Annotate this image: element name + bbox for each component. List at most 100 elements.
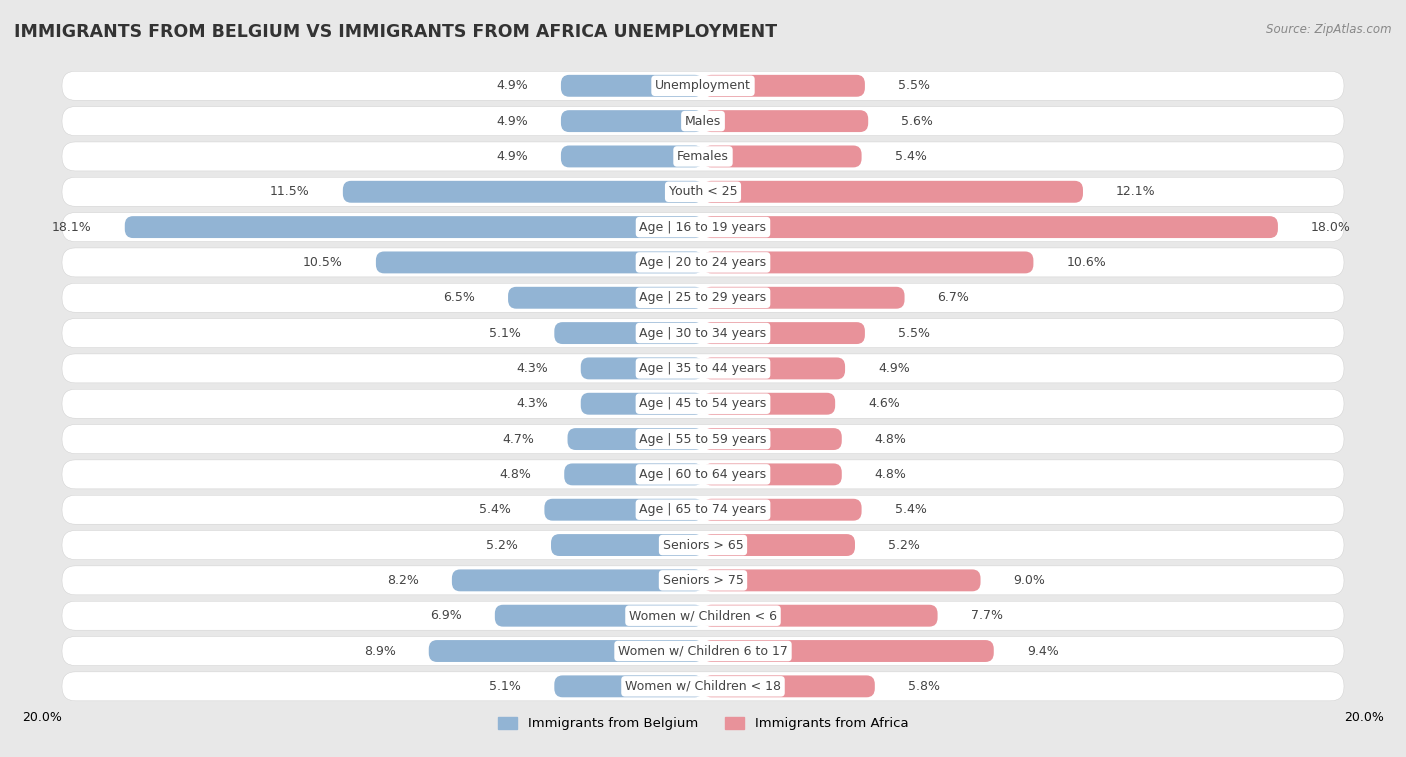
Text: 8.2%: 8.2% <box>387 574 419 587</box>
Text: Age | 30 to 34 years: Age | 30 to 34 years <box>640 326 766 340</box>
Text: IMMIGRANTS FROM BELGIUM VS IMMIGRANTS FROM AFRICA UNEMPLOYMENT: IMMIGRANTS FROM BELGIUM VS IMMIGRANTS FR… <box>14 23 778 41</box>
FancyBboxPatch shape <box>343 181 703 203</box>
Text: 5.2%: 5.2% <box>889 538 920 552</box>
FancyBboxPatch shape <box>703 181 1083 203</box>
Text: Women w/ Children 6 to 17: Women w/ Children 6 to 17 <box>619 644 787 658</box>
Text: 12.1%: 12.1% <box>1116 185 1156 198</box>
FancyBboxPatch shape <box>62 531 1344 559</box>
FancyBboxPatch shape <box>62 248 1344 277</box>
Text: Women w/ Children < 6: Women w/ Children < 6 <box>628 609 778 622</box>
Text: 18.1%: 18.1% <box>52 220 91 234</box>
Text: Seniors > 75: Seniors > 75 <box>662 574 744 587</box>
FancyBboxPatch shape <box>508 287 703 309</box>
FancyBboxPatch shape <box>703 217 1278 238</box>
FancyBboxPatch shape <box>62 637 1344 665</box>
Text: 5.4%: 5.4% <box>894 503 927 516</box>
Text: 4.3%: 4.3% <box>516 362 548 375</box>
Text: 4.8%: 4.8% <box>875 432 907 446</box>
Text: 11.5%: 11.5% <box>270 185 309 198</box>
Text: 5.5%: 5.5% <box>898 79 929 92</box>
Text: 4.9%: 4.9% <box>496 150 527 163</box>
Text: 10.5%: 10.5% <box>302 256 343 269</box>
FancyBboxPatch shape <box>554 322 703 344</box>
FancyBboxPatch shape <box>703 111 868 132</box>
FancyBboxPatch shape <box>551 534 703 556</box>
Text: 5.6%: 5.6% <box>901 114 934 128</box>
FancyBboxPatch shape <box>62 71 1344 100</box>
Text: 4.8%: 4.8% <box>875 468 907 481</box>
FancyBboxPatch shape <box>62 672 1344 701</box>
FancyBboxPatch shape <box>703 534 855 556</box>
Text: 4.9%: 4.9% <box>879 362 910 375</box>
FancyBboxPatch shape <box>495 605 703 627</box>
Text: Youth < 25: Youth < 25 <box>669 185 737 198</box>
FancyBboxPatch shape <box>703 357 845 379</box>
Text: 4.7%: 4.7% <box>502 432 534 446</box>
FancyBboxPatch shape <box>703 75 865 97</box>
Text: Females: Females <box>678 150 728 163</box>
Text: Age | 55 to 59 years: Age | 55 to 59 years <box>640 432 766 446</box>
FancyBboxPatch shape <box>561 75 703 97</box>
Text: Age | 16 to 19 years: Age | 16 to 19 years <box>640 220 766 234</box>
Text: Age | 65 to 74 years: Age | 65 to 74 years <box>640 503 766 516</box>
Text: Age | 25 to 29 years: Age | 25 to 29 years <box>640 291 766 304</box>
Text: 5.5%: 5.5% <box>898 326 929 340</box>
Text: 6.9%: 6.9% <box>430 609 461 622</box>
FancyBboxPatch shape <box>62 213 1344 241</box>
FancyBboxPatch shape <box>544 499 703 521</box>
Text: 8.9%: 8.9% <box>364 644 395 658</box>
Text: Women w/ Children < 18: Women w/ Children < 18 <box>626 680 780 693</box>
Text: 6.5%: 6.5% <box>443 291 475 304</box>
FancyBboxPatch shape <box>62 177 1344 206</box>
FancyBboxPatch shape <box>554 675 703 697</box>
FancyBboxPatch shape <box>561 145 703 167</box>
FancyBboxPatch shape <box>703 393 835 415</box>
FancyBboxPatch shape <box>703 569 980 591</box>
FancyBboxPatch shape <box>703 463 842 485</box>
FancyBboxPatch shape <box>703 145 862 167</box>
FancyBboxPatch shape <box>581 357 703 379</box>
Text: 18.0%: 18.0% <box>1310 220 1351 234</box>
FancyBboxPatch shape <box>564 463 703 485</box>
Text: 5.1%: 5.1% <box>489 680 522 693</box>
FancyBboxPatch shape <box>125 217 703 238</box>
Text: Unemployment: Unemployment <box>655 79 751 92</box>
FancyBboxPatch shape <box>703 499 862 521</box>
FancyBboxPatch shape <box>62 319 1344 347</box>
Text: 4.3%: 4.3% <box>516 397 548 410</box>
FancyBboxPatch shape <box>62 354 1344 383</box>
FancyBboxPatch shape <box>375 251 703 273</box>
FancyBboxPatch shape <box>581 393 703 415</box>
FancyBboxPatch shape <box>62 142 1344 171</box>
FancyBboxPatch shape <box>703 605 938 627</box>
FancyBboxPatch shape <box>568 428 703 450</box>
Text: 5.2%: 5.2% <box>486 538 517 552</box>
Text: 5.4%: 5.4% <box>894 150 927 163</box>
FancyBboxPatch shape <box>703 287 904 309</box>
FancyBboxPatch shape <box>561 111 703 132</box>
Text: 10.6%: 10.6% <box>1066 256 1107 269</box>
Text: 9.0%: 9.0% <box>1014 574 1046 587</box>
Text: 4.9%: 4.9% <box>496 79 527 92</box>
FancyBboxPatch shape <box>62 389 1344 418</box>
FancyBboxPatch shape <box>62 460 1344 489</box>
FancyBboxPatch shape <box>62 601 1344 630</box>
Text: 4.6%: 4.6% <box>868 397 900 410</box>
Text: Males: Males <box>685 114 721 128</box>
Text: Source: ZipAtlas.com: Source: ZipAtlas.com <box>1267 23 1392 36</box>
FancyBboxPatch shape <box>703 675 875 697</box>
Text: 7.7%: 7.7% <box>970 609 1002 622</box>
FancyBboxPatch shape <box>62 495 1344 524</box>
FancyBboxPatch shape <box>62 107 1344 136</box>
FancyBboxPatch shape <box>703 640 994 662</box>
FancyBboxPatch shape <box>62 425 1344 453</box>
FancyBboxPatch shape <box>703 251 1033 273</box>
FancyBboxPatch shape <box>451 569 703 591</box>
Text: 6.7%: 6.7% <box>938 291 970 304</box>
Text: Age | 20 to 24 years: Age | 20 to 24 years <box>640 256 766 269</box>
FancyBboxPatch shape <box>62 283 1344 312</box>
Text: 9.4%: 9.4% <box>1026 644 1059 658</box>
Text: 5.4%: 5.4% <box>479 503 512 516</box>
Text: Age | 60 to 64 years: Age | 60 to 64 years <box>640 468 766 481</box>
FancyBboxPatch shape <box>62 566 1344 595</box>
